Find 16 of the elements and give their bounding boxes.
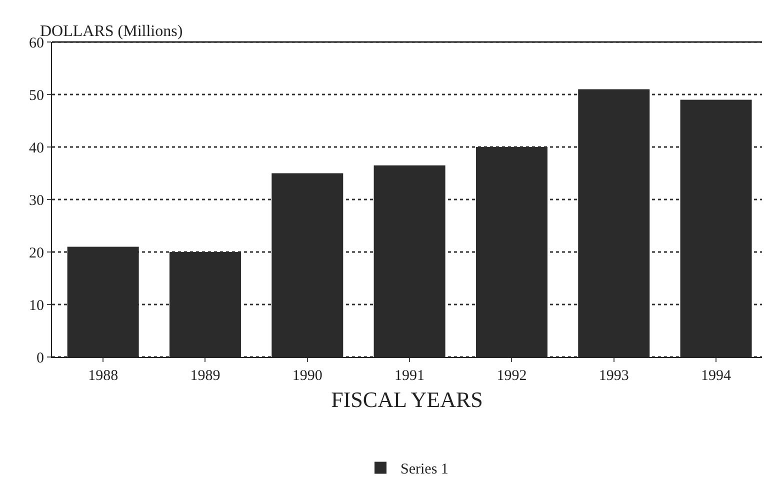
y-tick-label: 60 xyxy=(29,35,44,52)
x-axis-title: FISCAL YEARS xyxy=(331,386,483,412)
y-tick-label: 40 xyxy=(29,140,44,156)
y-tick-label: 50 xyxy=(29,88,44,104)
legend-label: Series 1 xyxy=(400,462,448,478)
y-tick-label: 30 xyxy=(29,192,44,209)
y-tick-label: 0 xyxy=(36,350,44,366)
x-tick-label: 1992 xyxy=(496,368,527,384)
x-tick-label: 1990 xyxy=(292,368,322,384)
y-tick-label: 10 xyxy=(29,298,44,314)
x-tick-label: 1991 xyxy=(394,368,425,384)
x-tick-label: 1988 xyxy=(88,368,118,384)
x-tick-label: 1993 xyxy=(598,368,629,384)
y-tick-label: 20 xyxy=(29,245,44,262)
x-tick-label: 1994 xyxy=(701,368,732,384)
x-tick-label: 1989 xyxy=(190,368,220,384)
